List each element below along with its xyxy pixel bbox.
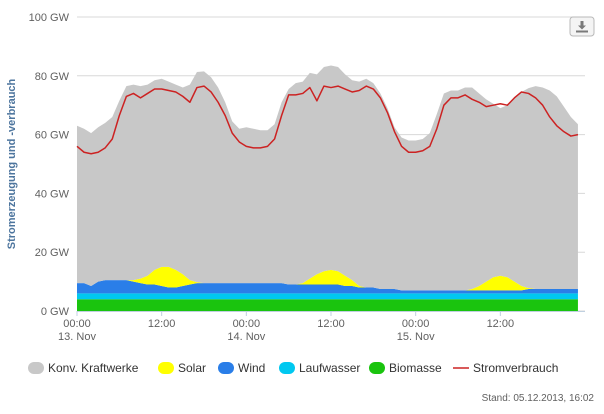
plot-areas <box>77 65 578 311</box>
x-tick-label: 00:00 <box>402 318 430 330</box>
legend-symbol <box>369 362 385 374</box>
x-tick-date-label: 15. Nov <box>397 331 435 343</box>
x-tick-date-label: 13. Nov <box>58 331 96 343</box>
y-tick-label: 80 GW <box>35 71 70 83</box>
legend-label: Biomasse <box>389 361 442 375</box>
axes: 0 GW 20 GW 40 GW 60 GW 80 GW 100 GW Stromerzeu… <box>6 12 585 343</box>
legend-symbol <box>279 362 295 374</box>
y-tick-label: 0 GW <box>41 306 70 318</box>
legend-label: Solar <box>178 361 206 375</box>
series-area-wind <box>77 280 578 294</box>
legend-label: Wind <box>238 361 265 375</box>
y-tick-label: 40 GW <box>35 188 70 200</box>
legend-item-stromverbrauch[interactable]: Stromverbrauch <box>453 361 558 375</box>
series-area-solar <box>77 266 578 291</box>
x-tick-label: 12:00 <box>148 318 176 330</box>
legend-item-konv-kraftwerke[interactable]: Konv. Kraftwerke <box>28 361 139 375</box>
legend-item-biomasse[interactable]: Biomasse <box>369 361 442 375</box>
series-area-laufwasser <box>77 293 578 300</box>
legend-symbol <box>158 362 174 374</box>
legend: Konv. Kraftwerke Solar Wind Laufwasser Bioma… <box>28 361 558 375</box>
legend-symbol <box>218 362 234 374</box>
footer-timestamp: Stand: 05.12.2013, 16:02 <box>482 393 595 404</box>
legend-label: Konv. Kraftwerke <box>48 361 139 375</box>
legend-label: Laufwasser <box>299 361 360 375</box>
series-area-biomasse <box>77 299 578 311</box>
legend-label: Stromverbrauch <box>473 361 558 375</box>
download-icon <box>576 21 588 33</box>
series-area-konv-kraftwerke <box>77 65 578 291</box>
x-tick-label: 12:00 <box>487 318 515 330</box>
legend-symbol <box>28 362 44 374</box>
x-tick-label: 00:00 <box>233 318 261 330</box>
series-line-stromverbrauch <box>76 85 579 155</box>
y-tick-label: 60 GW <box>35 130 70 142</box>
legend-item-wind[interactable]: Wind <box>218 361 265 375</box>
download-button[interactable] <box>569 16 595 37</box>
plot-lines <box>76 85 579 155</box>
y-axis-title: Stromerzeugung und -verbrauch <box>6 78 18 249</box>
x-tick-label: 00:00 <box>63 318 91 330</box>
y-tick-label: 20 GW <box>35 247 70 259</box>
legend-item-solar[interactable]: Solar <box>158 361 206 375</box>
y-tick-label: 100 GW <box>29 12 70 24</box>
x-tick-date-label: 14. Nov <box>227 331 265 343</box>
x-tick-label: 12:00 <box>317 318 345 330</box>
legend-item-laufwasser[interactable]: Laufwasser <box>279 361 360 375</box>
